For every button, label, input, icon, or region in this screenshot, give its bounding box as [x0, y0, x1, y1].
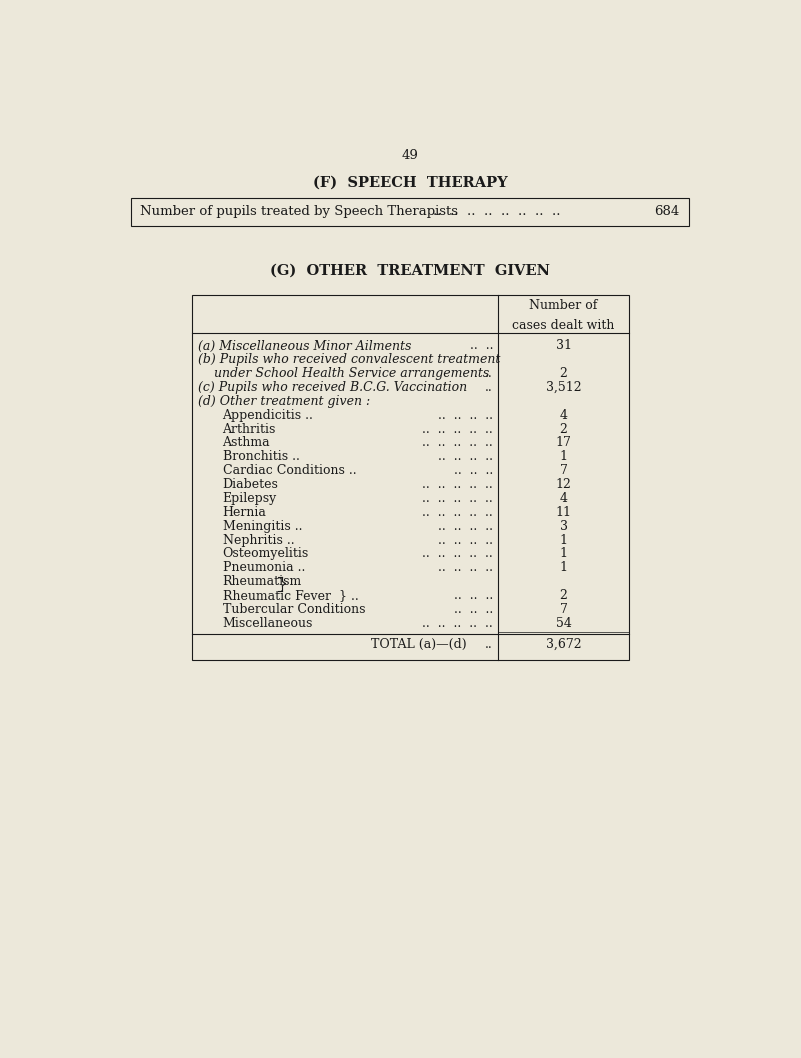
Text: Meningitis ..: Meningitis ..	[223, 519, 302, 532]
Text: ..  ..  ..: .. .. ..	[454, 589, 493, 602]
Text: ..  ..  ..  ..  ..: .. .. .. .. ..	[422, 437, 493, 450]
Text: Arthritis: Arthritis	[223, 422, 276, 436]
Text: ..  ..  ..  ..: .. .. .. ..	[438, 408, 493, 422]
Text: 7: 7	[560, 464, 568, 477]
Text: 31: 31	[556, 340, 572, 352]
Text: 3: 3	[560, 519, 568, 532]
Text: 2: 2	[560, 367, 568, 380]
Text: Cardiac Conditions ..: Cardiac Conditions ..	[223, 464, 356, 477]
Text: 1: 1	[560, 547, 568, 561]
Text: 17: 17	[556, 437, 571, 450]
Text: 2: 2	[560, 589, 568, 602]
Text: Miscellaneous: Miscellaneous	[223, 617, 313, 630]
Text: ..  ..: .. ..	[469, 340, 493, 352]
Text: ..  ..  ..  ..  ..  ..  ..  ..: .. .. .. .. .. .. .. ..	[433, 205, 561, 218]
Text: ..  ..  ..  ..: .. .. .. ..	[438, 519, 493, 532]
Text: ..  ..  ..: .. .. ..	[454, 603, 493, 616]
Text: 4: 4	[560, 408, 568, 422]
Text: 3,672: 3,672	[545, 638, 582, 652]
Text: 4: 4	[560, 492, 568, 505]
Text: Tubercular Conditions: Tubercular Conditions	[223, 603, 365, 616]
Text: ..: ..	[485, 638, 493, 652]
Text: 1: 1	[560, 561, 568, 574]
Text: (c) Pupils who received B.C.G. Vaccination: (c) Pupils who received B.C.G. Vaccinati…	[198, 381, 467, 394]
Text: ..: ..	[485, 367, 493, 380]
Text: ..  ..  ..  ..  ..: .. .. .. .. ..	[422, 492, 493, 505]
Text: (F)  SPEECH  THERAPY: (F) SPEECH THERAPY	[313, 176, 508, 189]
Text: ..: ..	[485, 381, 493, 394]
Text: Rheumatic Fever  } ..: Rheumatic Fever } ..	[223, 589, 358, 602]
Text: ..  ..  ..  ..  ..: .. .. .. .. ..	[422, 617, 493, 630]
Text: ..  ..  ..  ..  ..: .. .. .. .. ..	[422, 478, 493, 491]
Text: Epilepsy: Epilepsy	[223, 492, 277, 505]
Text: (b) Pupils who received convalescent treatment: (b) Pupils who received convalescent tre…	[198, 353, 500, 366]
Text: 12: 12	[556, 478, 571, 491]
Text: ..  ..  ..  ..  ..: .. .. .. .. ..	[422, 506, 493, 518]
Text: (a) Miscellaneous Minor Ailments: (a) Miscellaneous Minor Ailments	[198, 340, 411, 352]
Bar	[191, 295, 630, 660]
Text: TOTAL (a)—(d): TOTAL (a)—(d)	[371, 638, 467, 652]
Text: Osteomyelitis: Osteomyelitis	[223, 547, 309, 561]
Text: (G)  OTHER  TREATMENT  GIVEN: (G) OTHER TREATMENT GIVEN	[270, 264, 550, 278]
Text: Hernia: Hernia	[223, 506, 267, 518]
Text: ..  ..  ..  ..  ..: .. .. .. .. ..	[422, 547, 493, 561]
Text: Appendicitis ..: Appendicitis ..	[223, 408, 313, 422]
Text: ..  ..  ..  ..  ..: .. .. .. .. ..	[422, 422, 493, 436]
Text: ..  ..  ..  ..: .. .. .. ..	[438, 451, 493, 463]
Text: 49: 49	[401, 148, 419, 162]
Text: ..  ..  ..: .. .. ..	[454, 464, 493, 477]
Text: Number of pupils treated by Speech Therapists: Number of pupils treated by Speech Thera…	[140, 205, 458, 218]
Text: under School Health Service arrangements: under School Health Service arrangements	[198, 367, 489, 380]
Text: ..  ..  ..  ..: .. .. .. ..	[438, 561, 493, 574]
Bar	[131, 198, 689, 225]
Text: 2: 2	[560, 422, 568, 436]
Text: Bronchitis ..: Bronchitis ..	[223, 451, 300, 463]
Text: Rheumatism: Rheumatism	[223, 576, 302, 588]
Text: 54: 54	[556, 617, 571, 630]
Text: Asthma: Asthma	[223, 437, 270, 450]
Text: Number of
cases dealt with: Number of cases dealt with	[513, 299, 614, 332]
Text: Nephritis ..: Nephritis ..	[223, 533, 294, 547]
Text: 7: 7	[560, 603, 568, 616]
Text: 3,512: 3,512	[545, 381, 582, 394]
Text: 1: 1	[560, 533, 568, 547]
Text: (d) Other treatment given :: (d) Other treatment given :	[198, 395, 370, 408]
Text: Diabetes: Diabetes	[223, 478, 279, 491]
Text: Pneumonia ..: Pneumonia ..	[223, 561, 305, 574]
Text: ..  ..  ..  ..: .. .. .. ..	[438, 533, 493, 547]
Text: 11: 11	[556, 506, 572, 518]
Text: 684: 684	[654, 205, 680, 218]
Text: 1: 1	[560, 451, 568, 463]
